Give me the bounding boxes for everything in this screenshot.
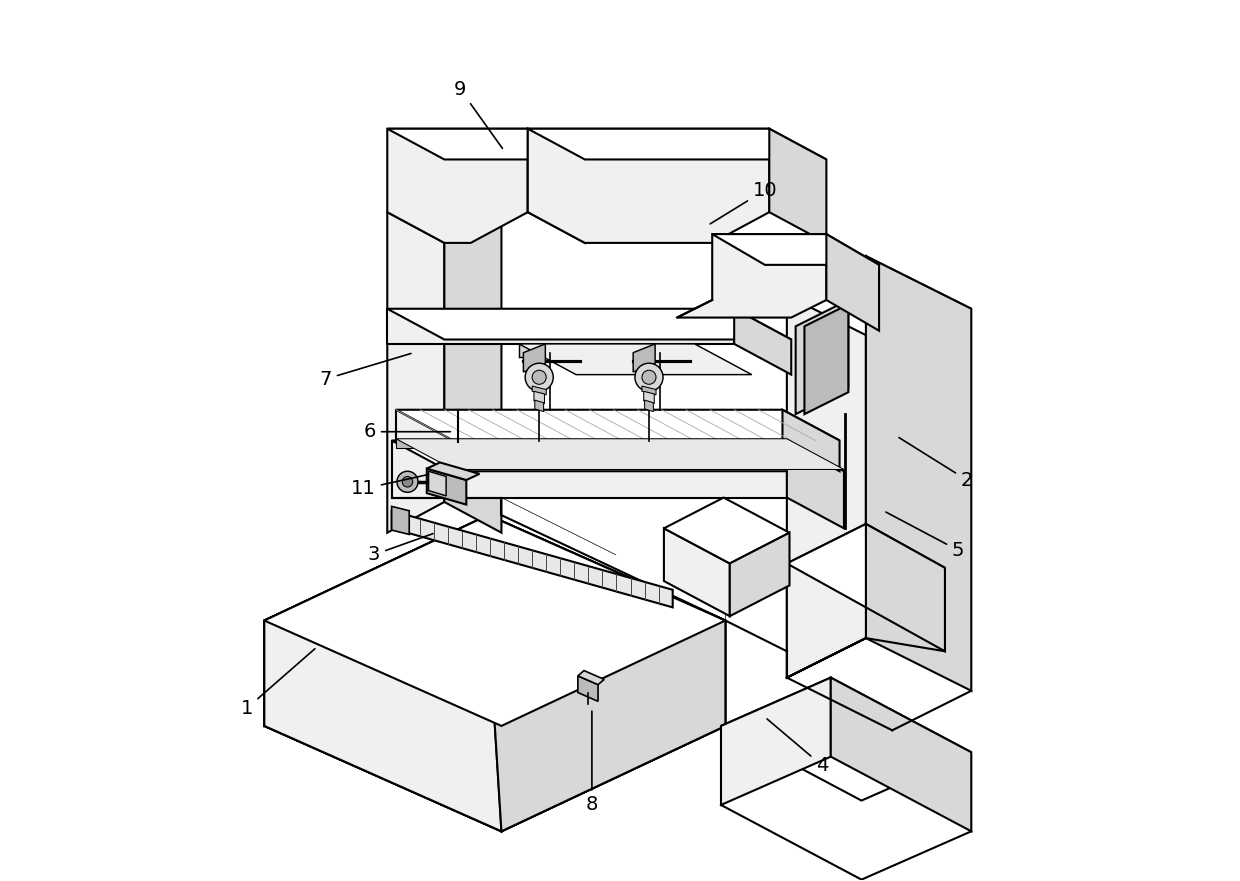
- Polygon shape: [642, 386, 656, 395]
- Polygon shape: [523, 344, 546, 372]
- Polygon shape: [532, 386, 547, 395]
- Polygon shape: [387, 181, 444, 533]
- Polygon shape: [387, 181, 501, 243]
- Polygon shape: [831, 677, 971, 832]
- Polygon shape: [520, 344, 751, 374]
- Polygon shape: [730, 533, 790, 616]
- Polygon shape: [634, 344, 655, 372]
- Polygon shape: [264, 515, 725, 832]
- Polygon shape: [392, 511, 672, 607]
- Polygon shape: [720, 677, 971, 801]
- Polygon shape: [427, 463, 480, 480]
- Text: 9: 9: [454, 79, 502, 148]
- Text: 3: 3: [368, 534, 433, 564]
- Polygon shape: [734, 308, 791, 374]
- Polygon shape: [528, 129, 585, 243]
- Text: 7: 7: [320, 353, 410, 389]
- Polygon shape: [396, 439, 844, 470]
- Polygon shape: [644, 391, 655, 403]
- Polygon shape: [528, 129, 826, 159]
- Polygon shape: [444, 181, 501, 533]
- Polygon shape: [805, 304, 848, 414]
- Polygon shape: [534, 391, 544, 403]
- Text: 2: 2: [899, 438, 973, 490]
- Polygon shape: [712, 234, 879, 265]
- Circle shape: [532, 370, 547, 384]
- Polygon shape: [528, 129, 769, 243]
- Polygon shape: [489, 515, 725, 726]
- Polygon shape: [534, 400, 543, 411]
- Polygon shape: [782, 410, 839, 471]
- Polygon shape: [387, 129, 585, 159]
- Polygon shape: [787, 524, 866, 677]
- Polygon shape: [264, 620, 501, 832]
- Polygon shape: [429, 471, 446, 496]
- Polygon shape: [264, 726, 725, 832]
- Polygon shape: [392, 440, 844, 471]
- Polygon shape: [578, 670, 604, 685]
- Text: 1: 1: [241, 648, 315, 718]
- Polygon shape: [787, 256, 971, 348]
- Polygon shape: [663, 529, 730, 616]
- Polygon shape: [787, 440, 844, 529]
- Polygon shape: [392, 507, 409, 535]
- Circle shape: [642, 370, 656, 384]
- Polygon shape: [427, 469, 466, 505]
- Polygon shape: [645, 400, 653, 411]
- Polygon shape: [396, 410, 839, 440]
- Polygon shape: [787, 256, 866, 677]
- Polygon shape: [387, 129, 528, 243]
- Circle shape: [397, 471, 418, 492]
- Text: 8: 8: [585, 711, 598, 814]
- Polygon shape: [663, 498, 790, 564]
- Polygon shape: [520, 344, 694, 357]
- Text: 11: 11: [351, 475, 429, 499]
- Polygon shape: [387, 308, 791, 339]
- Polygon shape: [796, 300, 848, 414]
- Circle shape: [635, 363, 663, 391]
- Polygon shape: [489, 620, 725, 832]
- Text: 6: 6: [363, 422, 450, 441]
- Polygon shape: [866, 256, 971, 691]
- Polygon shape: [264, 515, 725, 726]
- Circle shape: [526, 363, 553, 391]
- Polygon shape: [826, 234, 879, 330]
- Polygon shape: [392, 440, 787, 498]
- Polygon shape: [264, 515, 489, 726]
- Circle shape: [402, 477, 413, 487]
- Polygon shape: [396, 410, 782, 440]
- Polygon shape: [769, 129, 826, 243]
- Polygon shape: [387, 308, 734, 344]
- Polygon shape: [866, 524, 945, 651]
- Polygon shape: [396, 439, 787, 448]
- Polygon shape: [720, 677, 831, 805]
- Polygon shape: [578, 676, 598, 701]
- Polygon shape: [787, 524, 945, 607]
- Text: 5: 5: [885, 512, 965, 559]
- Text: 10: 10: [711, 181, 777, 224]
- Polygon shape: [677, 234, 826, 317]
- Text: 4: 4: [768, 719, 828, 775]
- Polygon shape: [264, 515, 725, 726]
